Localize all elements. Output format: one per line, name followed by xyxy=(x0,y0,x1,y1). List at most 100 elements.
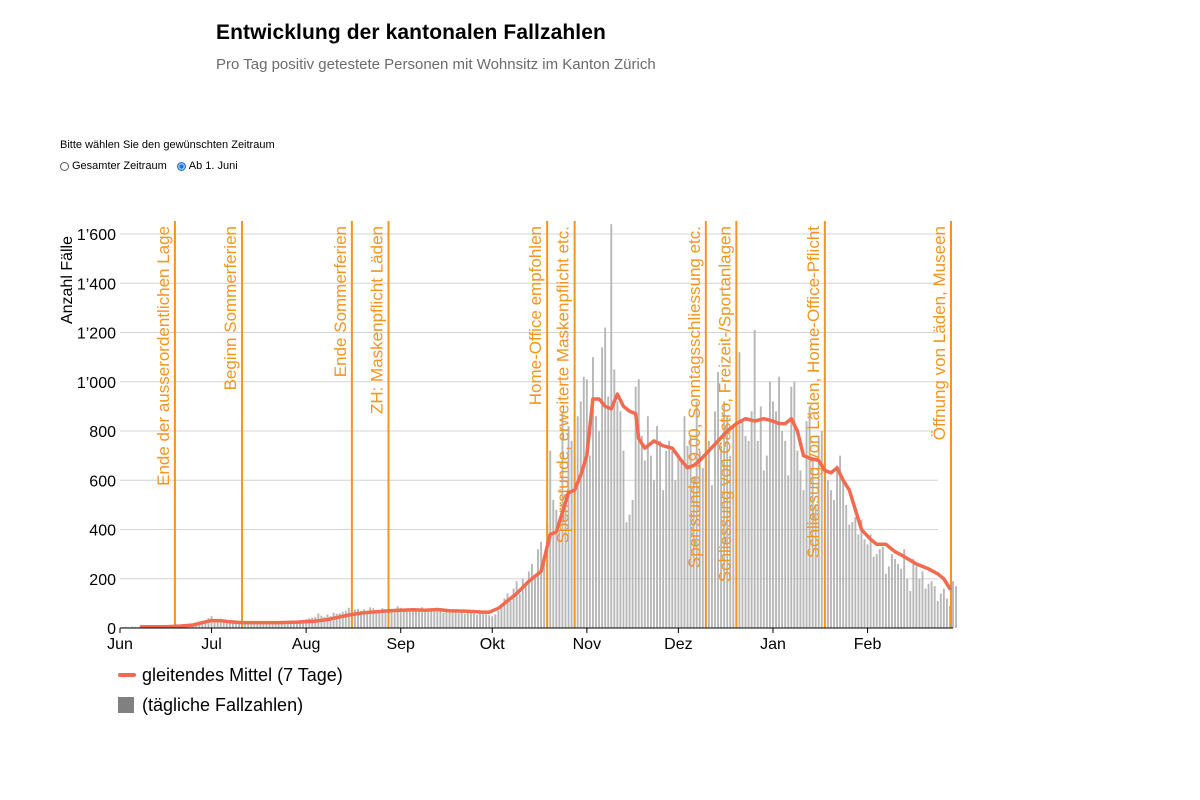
daily-bar xyxy=(906,578,909,628)
daily-bar xyxy=(903,549,906,628)
daily-bar xyxy=(878,549,881,628)
daily-bar xyxy=(231,622,234,628)
daily-bar xyxy=(631,499,634,628)
bar-swatch xyxy=(118,697,134,713)
daily-bar xyxy=(848,524,851,628)
daily-bar xyxy=(793,381,796,628)
y-tick-label: 1’000 xyxy=(77,375,116,392)
daily-bar xyxy=(219,621,222,628)
daily-bar xyxy=(610,224,613,628)
daily-bar xyxy=(283,622,286,628)
daily-bar xyxy=(372,608,375,628)
daily-bar xyxy=(537,549,539,628)
x-tick-label: Nov xyxy=(573,636,601,653)
daily-bar xyxy=(772,401,774,628)
daily-bar xyxy=(558,529,561,628)
daily-bar xyxy=(436,608,439,628)
radio-indicator-selected[interactable] xyxy=(176,161,186,171)
daily-bar xyxy=(491,616,494,628)
daily-bar xyxy=(891,554,893,628)
daily-bar xyxy=(296,622,298,628)
daily-bar xyxy=(125,626,128,628)
daily-bar xyxy=(613,369,616,628)
daily-bar xyxy=(460,611,463,628)
daily-bar xyxy=(680,460,683,628)
daily-bar xyxy=(494,614,497,628)
daily-bar xyxy=(579,401,582,628)
x-tick-label: Dez xyxy=(664,636,692,653)
daily-bar xyxy=(622,450,625,628)
chart-title: Entwicklung der kantonalen Fallzahlen xyxy=(216,21,606,44)
daily-bar xyxy=(134,626,137,628)
line-swatch xyxy=(118,673,136,677)
y-tick-label: 0 xyxy=(107,621,116,638)
radio-gesamter-zeitraum[interactable]: Gesamter Zeitraum xyxy=(60,160,167,172)
daily-bar xyxy=(790,386,793,628)
daily-bar xyxy=(918,578,921,628)
x-tick-label: Jun xyxy=(107,636,133,653)
daily-bar xyxy=(720,445,723,628)
daily-bar xyxy=(421,607,424,628)
daily-bar xyxy=(411,608,414,628)
daily-bar xyxy=(857,534,860,628)
daily-bar xyxy=(485,614,488,628)
moving-average xyxy=(139,392,952,629)
daily-bar xyxy=(805,421,808,628)
daily-bar xyxy=(747,440,750,628)
daily-bar xyxy=(393,608,396,628)
daily-bar xyxy=(604,327,607,628)
daily-bar xyxy=(457,613,460,628)
event-markers: Ende der ausserordentlichen Lage Beginn S… xyxy=(154,221,952,628)
x-tick-label: Jan xyxy=(760,636,786,653)
daily-bar xyxy=(851,522,854,628)
daily-bar xyxy=(826,480,829,628)
daily-bar xyxy=(674,480,677,628)
daily-bar xyxy=(820,431,823,628)
daily-bar xyxy=(250,622,253,628)
daily-bar xyxy=(784,440,787,628)
radio-indicator[interactable] xyxy=(60,161,69,171)
daily-bar xyxy=(521,578,524,628)
daily-bar xyxy=(863,539,866,628)
event-label: Sperrstunde 19.00, Sonntagsschliessung e… xyxy=(685,226,704,568)
moving-average-line xyxy=(139,392,952,629)
daily-bar xyxy=(741,421,744,628)
daily-bar xyxy=(915,566,918,628)
daily-bar xyxy=(418,609,420,628)
daily-bar xyxy=(512,588,515,628)
daily-bar xyxy=(341,611,344,628)
daily-bar xyxy=(555,509,558,628)
daily-bar xyxy=(634,386,637,628)
daily-bar xyxy=(671,450,674,628)
daily-bar xyxy=(198,624,201,628)
daily-bar xyxy=(332,612,335,628)
daily-bar xyxy=(656,426,658,628)
daily-bar xyxy=(509,600,512,628)
x-tick-label: Sep xyxy=(386,636,415,653)
daily-bar xyxy=(201,622,204,628)
daily-bar xyxy=(363,609,366,628)
daily-bar xyxy=(469,612,472,628)
daily-bar xyxy=(881,546,884,628)
daily-bar xyxy=(527,571,530,628)
daily-bar xyxy=(949,605,951,628)
daily-bar xyxy=(256,623,259,628)
daily-bar xyxy=(707,440,710,628)
daily-bar xyxy=(424,610,427,628)
daily-bar xyxy=(781,431,784,628)
radio-ab-1-juni[interactable]: Ab 1. Juni xyxy=(176,160,238,172)
daily-bar xyxy=(540,541,543,628)
daily-bar xyxy=(939,593,942,628)
daily-bar xyxy=(503,598,506,628)
daily-bar xyxy=(802,490,805,628)
daily-bar xyxy=(543,559,546,628)
daily-bar xyxy=(711,485,713,628)
chart-subtitle: Pro Tag positiv getestete Personen mit W… xyxy=(216,56,656,73)
y-tick-label: 1’400 xyxy=(77,276,116,293)
daily-bar xyxy=(933,586,936,628)
daily-bar xyxy=(677,455,680,628)
daily-bar xyxy=(762,470,765,628)
daily-bar xyxy=(732,426,735,628)
daily-bar xyxy=(476,614,478,628)
daily-bar xyxy=(875,554,878,628)
